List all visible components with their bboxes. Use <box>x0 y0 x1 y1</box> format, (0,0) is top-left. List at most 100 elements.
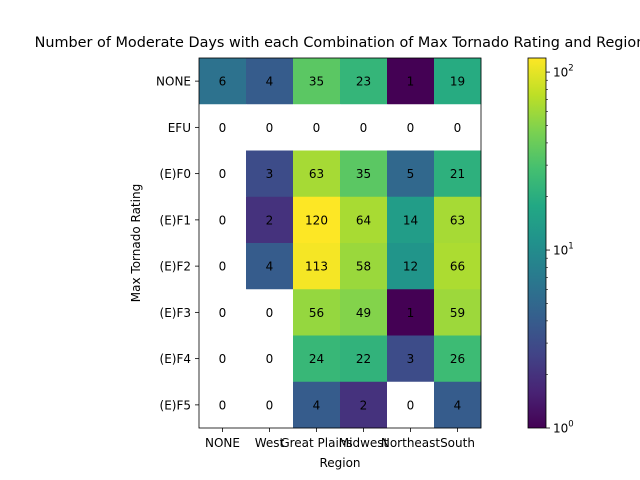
heatmap-cell <box>246 289 294 336</box>
cell-value-label: 64 <box>356 213 371 227</box>
heatmap-cell <box>340 196 388 244</box>
cell-value-label: 6 <box>219 75 227 89</box>
x-tick-label: Midwest <box>339 436 389 450</box>
cell-value-label: 113 <box>305 260 328 274</box>
x-axis-label: Region <box>319 456 360 470</box>
heatmap-cell <box>387 196 435 244</box>
cell-value-label: 5 <box>407 167 415 181</box>
cell-value-label: 0 <box>219 398 227 412</box>
y-tick-label: (E)F2 <box>160 260 191 274</box>
cell-value-label: 3 <box>266 167 274 181</box>
heatmap-cell <box>434 243 482 290</box>
heatmap-cell <box>434 196 482 244</box>
cell-value-label: 1 <box>407 306 415 320</box>
cell-value-label: 35 <box>309 75 324 89</box>
y-tick-label: (E)F5 <box>160 398 191 412</box>
cell-value-label: 0 <box>313 121 321 135</box>
heatmap-cell <box>199 104 247 151</box>
cell-value-label: 0 <box>219 306 227 320</box>
cell-value-label: 4 <box>313 398 321 412</box>
heatmap-cell-labels: 6 4 35 23 1 190 0 0 0 0 00 3 63 35 5 210 2 120 64 14 630 4 113… <box>219 75 465 413</box>
colorbar: 100 101 102 <box>527 57 574 436</box>
heatmap-cell <box>387 58 435 105</box>
y-axis-label: Max Tornado Rating <box>129 184 143 302</box>
cell-value-label: 21 <box>450 167 465 181</box>
cell-value-label: 19 <box>450 75 465 89</box>
heatmap-cell <box>434 58 482 105</box>
heatmap-cell <box>340 243 388 290</box>
cell-value-label: 0 <box>360 121 368 135</box>
y-tick-label: (E)F1 <box>160 213 191 227</box>
colorbar-ticks: 100 101 102 <box>546 64 574 436</box>
heatmap-cell <box>293 104 341 151</box>
heatmap-cell <box>246 104 294 151</box>
cell-value-label: 0 <box>454 121 462 135</box>
heatmap-cell <box>340 335 388 383</box>
heatmap-cell <box>434 335 482 383</box>
heatmap-cell <box>293 335 341 383</box>
cell-value-label: 63 <box>450 213 465 227</box>
cell-value-label: 0 <box>219 260 227 274</box>
cell-value-label: 0 <box>407 121 415 135</box>
heatmap-cell <box>387 150 435 198</box>
y-tick-label: (E)F0 <box>160 167 191 181</box>
cell-value-label: 2 <box>266 213 274 227</box>
cell-value-label: 0 <box>266 121 274 135</box>
heatmap-cell <box>293 150 341 198</box>
cell-value-label: 0 <box>407 398 415 412</box>
x-tick-label: West <box>255 436 285 450</box>
heatmap-cell <box>387 243 435 290</box>
x-tick-label: South <box>440 436 475 450</box>
y-tick-label: (E)F4 <box>160 352 191 366</box>
cell-value-label: 59 <box>450 306 465 320</box>
heatmap-cell <box>246 243 294 290</box>
cell-value-label: 49 <box>356 306 371 320</box>
cell-value-label: 0 <box>219 213 227 227</box>
cell-value-label: 22 <box>356 352 371 366</box>
heatmap-cell <box>387 381 435 429</box>
heatmap-cell <box>340 289 388 336</box>
cell-value-label: 3 <box>407 352 415 366</box>
heatmap-cell <box>340 104 388 151</box>
heatmap-cell <box>387 104 435 151</box>
cell-value-label: 58 <box>356 260 371 274</box>
cell-value-label: 63 <box>309 167 324 181</box>
cell-value-label: 0 <box>219 121 227 135</box>
y-tick-label: EFU <box>168 121 191 135</box>
cell-value-label: 1 <box>407 75 415 89</box>
heatmap-cell <box>199 150 247 198</box>
cell-value-label: 12 <box>403 260 418 274</box>
cell-value-label: 23 <box>356 75 371 89</box>
heatmap-cell <box>340 58 388 105</box>
heatmap-cell <box>199 243 247 290</box>
cell-value-label: 14 <box>403 213 418 227</box>
cell-value-label: 4 <box>266 260 274 274</box>
colorbar-gradient <box>527 57 547 429</box>
heatmap-cell <box>340 381 388 429</box>
cell-value-label: 26 <box>450 352 465 366</box>
heatmap-cell <box>434 150 482 198</box>
heatmap-cell <box>293 243 341 290</box>
heatmap-cell <box>293 58 341 105</box>
x-tick-label: Northeast <box>381 436 441 450</box>
cell-value-label: 120 <box>305 213 328 227</box>
y-tick-label: NONE <box>156 75 191 89</box>
cell-value-label: 24 <box>309 352 324 366</box>
heatmap-cell <box>293 381 341 429</box>
heatmap-cell <box>199 381 247 429</box>
heatmap-cell <box>199 335 247 383</box>
cell-value-label: 0 <box>266 398 274 412</box>
cell-value-label: 4 <box>266 75 274 89</box>
heatmap-cell <box>434 381 482 429</box>
cell-value-label: 4 <box>454 398 462 412</box>
cell-value-label: 0 <box>219 167 227 181</box>
heatmap-cell <box>246 196 294 244</box>
cell-value-label: 0 <box>266 306 274 320</box>
heatmap-cell <box>246 335 294 383</box>
heatmap-cell <box>199 289 247 336</box>
heatmap-cell <box>199 58 247 105</box>
heatmap-cell <box>387 289 435 336</box>
cell-value-label: 35 <box>356 167 371 181</box>
y-tick-label: (E)F3 <box>160 306 191 320</box>
